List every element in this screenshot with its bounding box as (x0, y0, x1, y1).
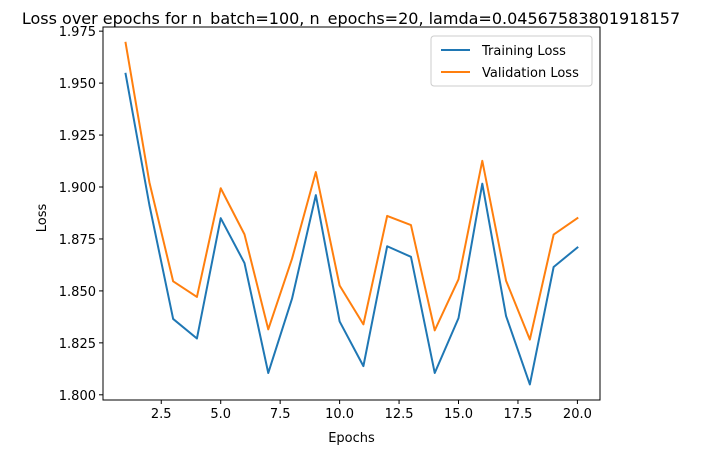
y-axis-label: Loss (35, 204, 50, 233)
plot-area (103, 27, 600, 400)
y-tick-label: 1.850 (59, 285, 96, 300)
x-tick-label: 15.0 (444, 407, 473, 422)
ticks-layer: 2.5 5.0 7.5 10.0 12.5 15.0 17.5 20.0 1.800 1.825 1… (59, 25, 592, 422)
y-tick-label: 1.800 (59, 389, 96, 404)
series-line-validation-loss (124, 41, 579, 341)
chart-title: Loss over epochs for n_batch=100, n_epoc… (22, 9, 680, 29)
legend: Training Loss Validation Loss (430, 35, 593, 87)
x-tick-label: 10.0 (325, 407, 354, 422)
x-tick-label: 12.5 (385, 407, 414, 422)
plot-frame (102, 26, 601, 401)
y-tick-label: 1.975 (59, 25, 96, 40)
x-tick-label: 20.0 (563, 407, 592, 422)
legend-label-validation: Validation Loss (482, 66, 579, 81)
legend-label-training: Training Loss (481, 44, 566, 59)
series-layer (124, 41, 579, 386)
x-tick-label: 5.0 (210, 407, 231, 422)
legend-box (430, 35, 593, 87)
x-tick-label: 7.5 (270, 407, 291, 422)
y-tick-label: 1.825 (59, 337, 96, 352)
y-tick-label: 1.950 (59, 77, 96, 92)
x-axis-label: Epochs (328, 431, 375, 446)
y-tick-label: 1.900 (59, 181, 96, 196)
series-line-training-loss (124, 72, 579, 386)
x-tick-label: 17.5 (503, 407, 532, 422)
y-tick-label: 1.875 (59, 233, 96, 248)
y-tick-label: 1.925 (59, 129, 96, 144)
x-tick-label: 2.5 (151, 407, 172, 422)
